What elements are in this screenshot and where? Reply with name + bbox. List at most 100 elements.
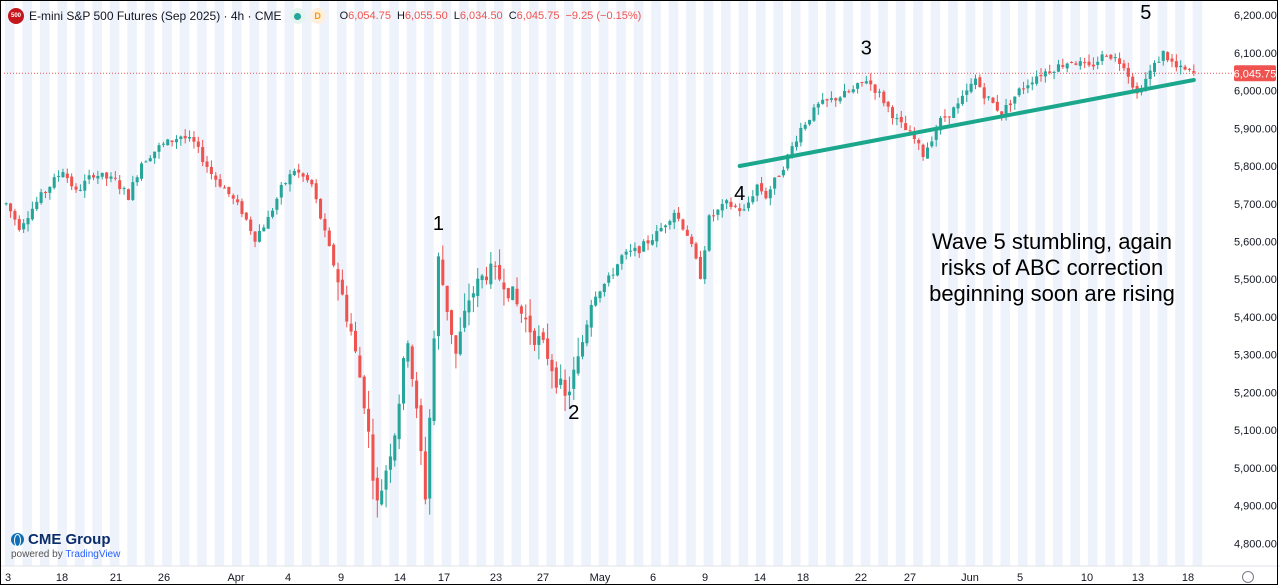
- candle-body: [943, 116, 947, 118]
- candle-body: [292, 171, 296, 175]
- candle-body: [57, 175, 61, 177]
- candle-body: [310, 180, 314, 185]
- candle-body: [506, 288, 510, 299]
- session-band: [406, 0, 417, 566]
- candle-body: [1000, 111, 1004, 116]
- session-band: [424, 0, 434, 566]
- gear-icon[interactable]: [1242, 571, 1254, 583]
- symbol-logo[interactable]: 500: [8, 8, 24, 24]
- brand-watermark[interactable]: CME Group powered by TradingView: [11, 531, 120, 560]
- symbol-title[interactable]: E-mini S&P 500 Futures (Sep 2025) · 4h ·…: [29, 9, 282, 23]
- candle-body: [930, 141, 934, 147]
- candle-body: [816, 103, 820, 108]
- session-band: [598, 0, 609, 566]
- candle-body: [781, 169, 785, 176]
- candle-body: [13, 210, 17, 220]
- candle-body: [227, 186, 231, 195]
- candle-body: [270, 210, 275, 217]
- candle-body: [746, 202, 750, 209]
- candle-body: [825, 99, 829, 101]
- session-band: [808, 0, 819, 566]
- candle-body: [441, 259, 445, 285]
- candle-body: [847, 91, 851, 93]
- session-band: [232, 0, 242, 566]
- candle-body: [423, 451, 427, 500]
- candle-body: [598, 291, 602, 299]
- candle-body: [340, 279, 344, 295]
- candle-body: [1078, 61, 1082, 66]
- candle-body: [436, 256, 440, 337]
- candle-body: [581, 342, 585, 357]
- session-band: [57, 0, 68, 566]
- session-band: [721, 0, 731, 566]
- candle-body: [135, 177, 139, 183]
- delayed-data-badge[interactable]: D: [309, 8, 326, 24]
- session-band: [249, 0, 260, 566]
- note-line: risks of ABC correction: [941, 255, 1164, 280]
- price-tick-label: 5,500.00: [1234, 274, 1277, 286]
- candle-body: [624, 251, 628, 255]
- candle-body: [899, 116, 903, 123]
- session-band: [197, 0, 207, 566]
- candle-body: [655, 231, 659, 242]
- candle-body: [301, 173, 305, 177]
- candle-body: [288, 174, 292, 185]
- candle-body: [777, 175, 781, 177]
- candle-body: [113, 177, 117, 179]
- candle-body: [1148, 70, 1152, 80]
- candle-body: [1152, 62, 1157, 72]
- candle-body: [1166, 52, 1170, 61]
- candle-body: [471, 293, 475, 298]
- candle-body: [148, 158, 152, 162]
- candle-body: [567, 391, 571, 396]
- candle-body: [78, 189, 82, 191]
- candle-body: [659, 227, 663, 232]
- candle-body: [35, 201, 39, 210]
- candle-body: [480, 275, 484, 281]
- time-tick-label: 13: [1132, 572, 1144, 584]
- time-tick-label: 18: [797, 572, 809, 584]
- candle-body: [484, 276, 489, 281]
- candle-body: [995, 101, 999, 111]
- candle-body: [336, 269, 340, 283]
- candle-body: [602, 283, 606, 293]
- candle-body: [1131, 76, 1135, 88]
- candle-body: [83, 180, 87, 191]
- price-tick-label: 5,700.00: [1234, 199, 1277, 211]
- session-band: [1175, 0, 1185, 566]
- price-tick-label: 4,800.00: [1234, 538, 1277, 550]
- session-band: [284, 0, 295, 566]
- candle-body: [305, 175, 309, 181]
- candle-body: [550, 359, 554, 372]
- candle-body: [589, 304, 593, 328]
- candle-body: [786, 154, 790, 169]
- candle-body: [711, 215, 716, 217]
- time-tick-label: 27: [904, 572, 916, 584]
- candle-body: [799, 127, 803, 143]
- candle-body: [851, 89, 855, 93]
- session-band: [389, 0, 399, 566]
- candle-body: [668, 221, 672, 225]
- price-change: −9.25 (−0.15%): [565, 10, 642, 22]
- candle-body: [1013, 96, 1017, 104]
- session-band: [162, 0, 172, 566]
- wave-label: 5: [1140, 2, 1151, 24]
- candle-body: [541, 332, 545, 340]
- session-band: [983, 0, 993, 566]
- price-axis-bg: [1236, 0, 1280, 587]
- candle-body: [1087, 61, 1091, 66]
- candle-body: [1043, 71, 1047, 77]
- trendline-layer: [737, 77, 1196, 169]
- chart-header: 500 E-mini S&P 500 Futures (Sep 2025) · …: [8, 6, 641, 26]
- market-open-status-icon[interactable]: [289, 8, 306, 24]
- time-axis: 3 18 21 26 Apr 4 9 14 17 23 27 May 6 9 14 18 22 27 Jun 5 10 1…: [0, 565, 1280, 587]
- candle-body: [934, 130, 938, 140]
- candle-body: [685, 229, 689, 236]
- candle-body: [921, 144, 925, 158]
- candle-body: [253, 231, 257, 242]
- candle-body: [729, 201, 733, 207]
- candle-body: [969, 83, 973, 92]
